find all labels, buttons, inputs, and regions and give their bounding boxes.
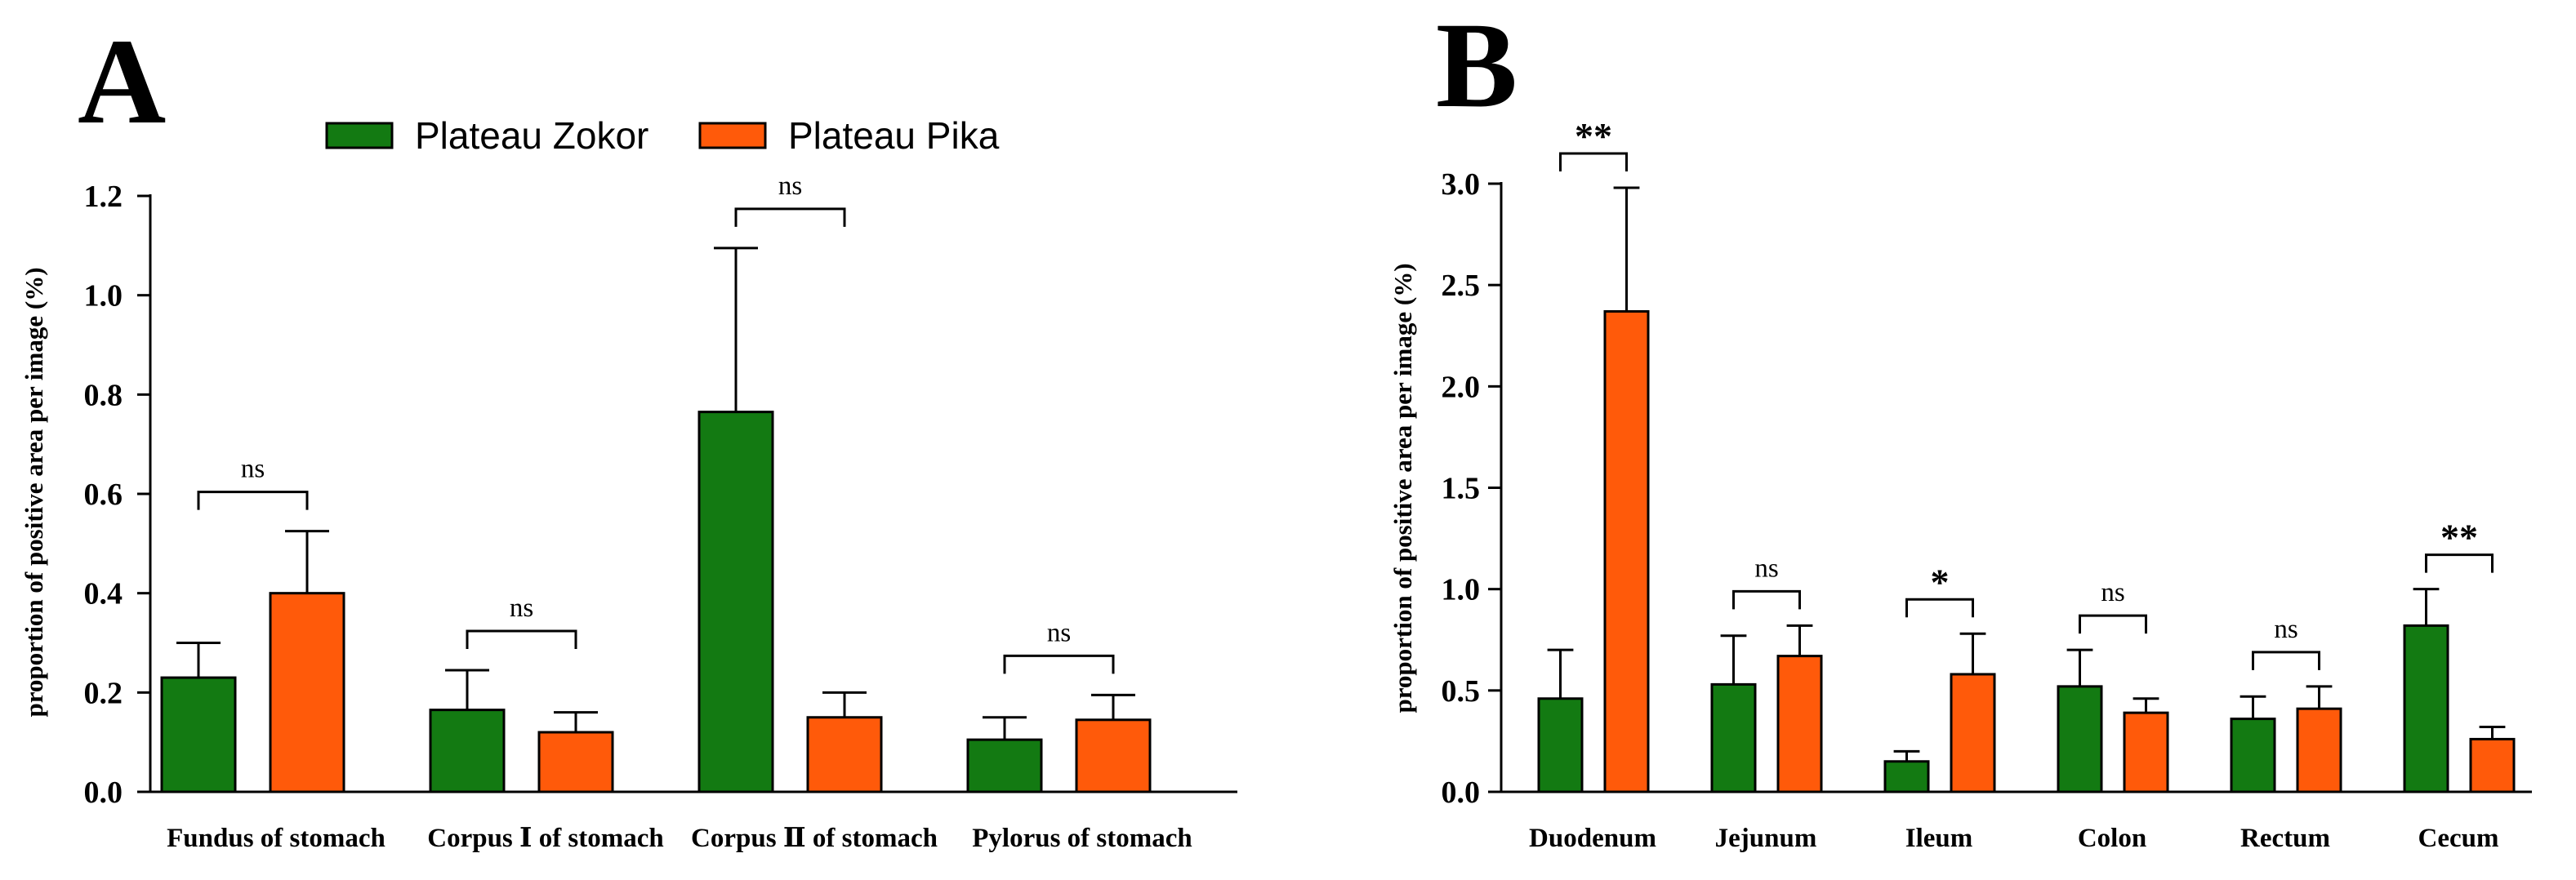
significance-label: ns	[1754, 553, 1778, 583]
y-axis-title-a: proportion of positive area per image (%…	[20, 267, 48, 717]
y-tick-label: 0.5	[1442, 674, 1481, 709]
significance-label: ns	[241, 455, 265, 484]
category-label: Fundus of stomach	[167, 824, 386, 853]
bar-pika	[537, 731, 614, 793]
legend-label-zokor: Plateau Zokor	[415, 114, 648, 157]
y-tick-label: 0.8	[84, 378, 123, 412]
y-tick-label: 0.0	[84, 776, 123, 810]
chart-panel-b: 0.0 0.5 1.0 1.5 2.0 2.5 3.0 ** Duodenum ns Jejunum…	[1442, 115, 2532, 853]
bar-zokor	[1710, 682, 1757, 793]
bar-zokor	[2057, 685, 2103, 793]
significance-label: ns	[2274, 615, 2297, 644]
bar-zokor	[966, 738, 1043, 793]
bar-pika	[1603, 309, 1650, 793]
bar-zokor	[2230, 718, 2276, 793]
y-tick-label: 0.0	[1442, 776, 1481, 810]
significance-bracket	[734, 207, 846, 227]
y-tick-label: 3.0	[1442, 167, 1481, 202]
bar-pika	[2469, 737, 2516, 793]
chart-panel-a: 0.0 0.2 0.4 0.6 0.8 1.0 1.2 ns Fundus of stomach…	[84, 171, 1237, 853]
bar-pika	[269, 592, 345, 793]
significance-bracket	[197, 491, 309, 510]
category-label: Corpus Ⅰ of stomach	[427, 824, 664, 853]
bar-pika	[1950, 673, 1996, 793]
significance-label: ns	[778, 171, 802, 201]
y-tick-label: 1.0	[84, 279, 123, 313]
significance-bracket	[1003, 654, 1115, 674]
category-label: Jejunum	[1715, 824, 1817, 853]
category-label: Cecum	[2418, 824, 2499, 853]
bar-zokor	[160, 676, 237, 793]
y-tick-label: 0.4	[84, 577, 123, 611]
y-tick-label: 1.2	[84, 180, 123, 214]
significance-label: ns	[1047, 618, 1071, 647]
y-tick-label: 0.6	[84, 478, 123, 512]
significance-bracket	[2425, 553, 2494, 573]
category-label: Duodenum	[1529, 824, 1656, 853]
significance-label: ns	[2101, 578, 2124, 607]
panel-label-b: B	[1436, 0, 1518, 133]
y-tick-label: 2.0	[1442, 370, 1481, 404]
panel-label-a: A	[78, 14, 166, 149]
significance-bracket	[2079, 614, 2147, 634]
bar-zokor	[1883, 760, 1930, 793]
category-label: Rectum	[2240, 824, 2330, 853]
bar-pika	[806, 716, 883, 793]
significance-bracket	[1559, 152, 1628, 171]
y-tick-label: 1.0	[1442, 573, 1481, 607]
significance-label: *	[1931, 561, 1950, 602]
bar-pika	[2296, 707, 2342, 793]
y-tick-label: 0.2	[84, 676, 123, 710]
significance-bracket	[466, 629, 577, 649]
legend-swatch-zokor	[325, 122, 394, 149]
significance-label: **	[2440, 517, 2478, 558]
significance-bracket	[2252, 651, 2320, 670]
legend-swatch-pika	[698, 122, 767, 149]
significance-label: **	[1575, 115, 1612, 157]
bar-pika	[1075, 718, 1152, 793]
y-axis-title-b: proportion of positive area per image (%…	[1388, 263, 1417, 713]
bar-zokor	[2403, 624, 2449, 793]
significance-label: ns	[510, 593, 533, 623]
category-label: Ileum	[1905, 824, 1973, 853]
legend-label-pika: Plateau Pika	[788, 114, 1000, 157]
category-label: Pylorus of stomach	[972, 824, 1192, 853]
category-label: Corpus Ⅱ of stomach	[691, 824, 938, 853]
legend: Plateau Zokor Plateau Pika	[325, 114, 1000, 157]
significance-bracket	[1732, 589, 1801, 610]
significance-bracket	[1905, 598, 1974, 618]
bar-zokor	[429, 709, 506, 793]
bar-zokor	[697, 411, 774, 793]
bar-pika	[2123, 711, 2169, 793]
bar-pika	[1776, 655, 1823, 793]
y-tick-label: 1.5	[1442, 472, 1481, 506]
category-label: Colon	[2078, 824, 2146, 853]
y-tick-label: 2.5	[1442, 269, 1481, 303]
bar-zokor	[1537, 697, 1584, 793]
